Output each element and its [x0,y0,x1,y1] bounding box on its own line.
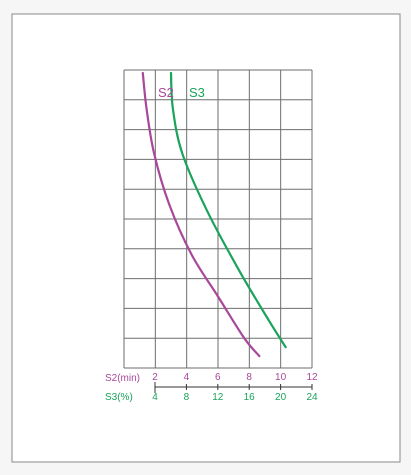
chart-panel [11,13,401,463]
x-tick-label-s3: 8 [184,392,190,403]
x-axes: S2(min) S3(%) 2 4 6 8 10 124 8 12 16 20 24 [105,372,318,403]
chart-series [141,71,287,358]
series-label-s3: S3 [189,85,205,100]
x-tick-label-s3: 20 [275,392,287,403]
series-line-s3 [169,71,287,349]
x-tick-label-s2: 8 [246,372,252,383]
x-tick-label-s2: 12 [306,372,318,383]
x-tick-label-s3: 16 [244,392,256,403]
x-tick-label-s2: 4 [184,372,190,383]
x-tick-label-s3: 12 [212,392,224,403]
x-axis-title-s2: S2(min) [105,373,140,384]
x-tick-label-s3: 4 [152,392,158,403]
x-tick-label-s3: 24 [306,392,318,403]
series-line-s2 [141,71,261,358]
x-tick-label-s2: 10 [275,372,287,383]
series-label-s2: S2 [158,85,174,100]
x-axis-title-s3: S3(%) [105,392,133,403]
x-tick-label-s2: 2 [152,372,158,383]
series-labels: S2 S3 [158,85,205,100]
x-tick-label-s2: 6 [215,372,221,383]
